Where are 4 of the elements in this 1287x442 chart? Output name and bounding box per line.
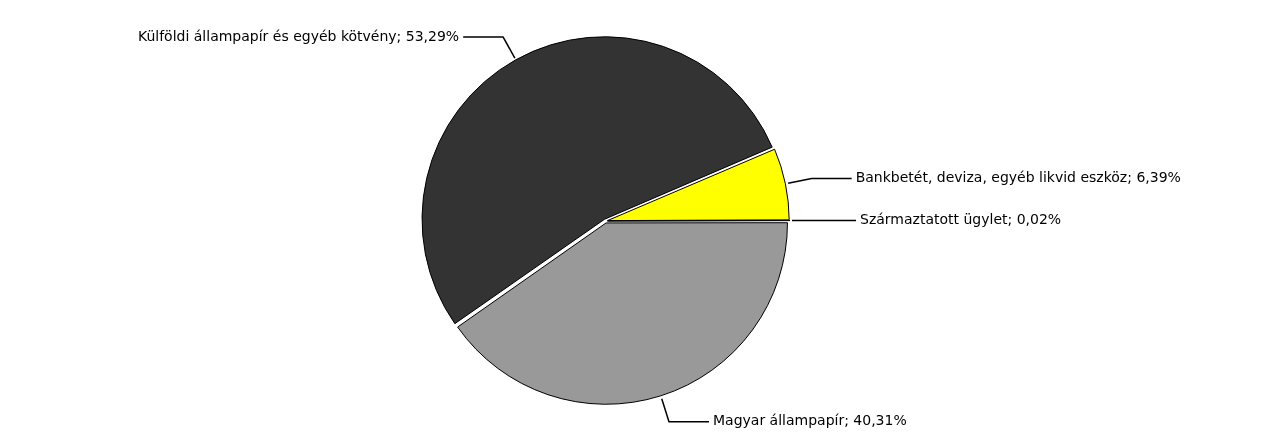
slice-label: Származtatott ügylet; 0,02% xyxy=(860,211,1062,228)
slice-label: Bankbetét, deviza, egyéb likvid eszköz; 6,39% xyxy=(855,169,1181,186)
slice-label: Külföldi állampapír és egyéb kötvény; 53,29% xyxy=(137,27,460,44)
slice-label: Magyar állampapír; 40,31% xyxy=(712,412,907,429)
